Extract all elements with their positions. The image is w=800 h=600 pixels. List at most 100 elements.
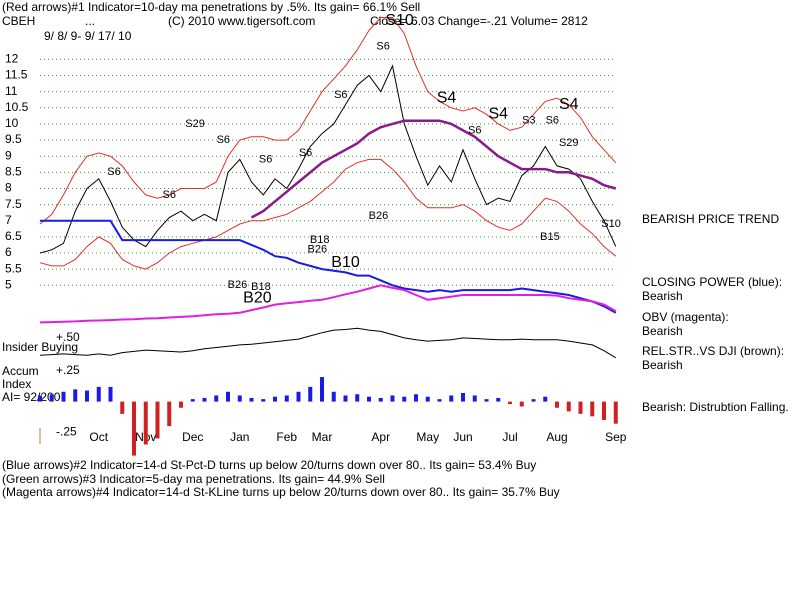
- bar: [496, 397, 501, 402]
- x-tick-label: Apr: [371, 430, 390, 444]
- bar: [214, 395, 219, 402]
- series-line: [39, 64, 617, 254]
- signal-label: S4: [488, 105, 508, 122]
- bar: [367, 396, 371, 402]
- bar: [108, 386, 113, 402]
- bar: [237, 395, 242, 402]
- y-tick-label: 11: [5, 84, 18, 98]
- bar: [155, 401, 160, 439]
- x-tick-label: Dec: [182, 430, 203, 444]
- bar: [132, 401, 136, 456]
- panel-label: Accum: [2, 364, 39, 378]
- series-line: [39, 327, 617, 359]
- panel-label: Insider Buying: [2, 340, 78, 354]
- bar: [296, 391, 301, 402]
- date-range: 9/ 8/ 9- 9/ 17/ 10: [44, 29, 132, 43]
- bar: [284, 395, 289, 402]
- signal-label: B18: [310, 234, 330, 246]
- y-tick-label: 7: [5, 213, 12, 227]
- footer-line: (Blue arrows)#2 Indicator=14-d St-Pct-D …: [2, 458, 536, 472]
- bar: [590, 401, 595, 417]
- bar: [484, 399, 489, 402]
- bar: [414, 394, 418, 402]
- header-line: (C) 2010 www.tigersoft.com: [168, 14, 315, 28]
- bar: [461, 393, 465, 402]
- bar: [472, 395, 477, 402]
- bar: [578, 401, 583, 414]
- signal-label: S3: [522, 115, 535, 127]
- signal-label: S6: [546, 115, 559, 127]
- bar: [96, 386, 101, 402]
- signal-label: S6: [163, 189, 176, 201]
- signal-label: B15: [540, 231, 560, 243]
- x-tick-label: Jan: [230, 430, 249, 444]
- y-tick-label: 9.5: [5, 132, 22, 146]
- x-tick-label: Oct: [89, 430, 108, 444]
- x-tick-label: Aug: [546, 430, 567, 444]
- y-tick-label: 6: [5, 245, 12, 259]
- bar: [519, 401, 524, 407]
- y-tick-label: 11.5: [5, 68, 28, 82]
- signal-label: S4: [559, 96, 579, 113]
- bar: [613, 401, 618, 424]
- signal-label: B26: [369, 210, 389, 222]
- signal-label: S6: [468, 124, 481, 136]
- x-tick-label: Mar: [312, 430, 333, 444]
- bar: [343, 395, 348, 402]
- bar: [566, 401, 571, 412]
- signal-label: S29: [559, 137, 579, 149]
- signal-label: B18: [251, 281, 271, 293]
- bar: [437, 399, 442, 402]
- x-tick-label: May: [416, 430, 439, 444]
- header-line: (Red arrows)#1 Indicator=10-day ma penet…: [2, 0, 420, 14]
- signal-label: B26: [228, 279, 248, 291]
- y-tick-label: 5: [5, 277, 12, 291]
- signal-label: B26: [308, 244, 328, 256]
- side-label: BEARISH PRICE TREND: [642, 212, 779, 226]
- y-tick-label: 10.5: [5, 100, 29, 114]
- y-tick-label: 8: [5, 181, 12, 195]
- signal-label: B20: [243, 289, 272, 306]
- bar: [602, 401, 606, 420]
- y-tick-label: 7.5: [5, 197, 22, 211]
- y-tick-label: -.25: [56, 424, 77, 438]
- y-tick-label: 12: [5, 52, 19, 66]
- signal-label: S29: [185, 118, 205, 130]
- x-tick-label: Jul: [502, 430, 517, 444]
- bar: [449, 395, 454, 402]
- signal-label: S6: [376, 40, 389, 52]
- bar: [143, 401, 148, 445]
- x-tick-label: Feb: [276, 430, 297, 444]
- bar: [226, 391, 230, 402]
- side-label: Bearish: [642, 289, 683, 303]
- signal-label: S10: [385, 12, 414, 29]
- series-line: [39, 158, 617, 270]
- bar: [331, 391, 336, 402]
- bar: [179, 401, 183, 408]
- footer-line: (Green arrows)#3 Indicator=5-day ma pene…: [2, 472, 385, 486]
- bar: [49, 394, 54, 402]
- x-tick-label: Jun: [453, 430, 472, 444]
- bar: [73, 389, 78, 402]
- signal-label: S6: [259, 153, 272, 165]
- header-line: Close= 6.03 Change=-.21 Volume= 2812: [370, 14, 588, 28]
- bar: [355, 394, 360, 402]
- y-tick-label: +.25: [56, 363, 80, 377]
- bar: [390, 395, 395, 402]
- signal-label: S6: [299, 147, 312, 159]
- signal-label: S6: [334, 89, 347, 101]
- y-tick-label: 8.5: [5, 165, 22, 179]
- bar: [531, 399, 536, 402]
- bar: [273, 396, 277, 402]
- y-tick-label: 9: [5, 148, 12, 162]
- side-label: CLOSING POWER (blue):: [642, 275, 782, 289]
- bar: [402, 396, 407, 402]
- bar: [85, 390, 89, 402]
- series-line: [40, 219, 617, 314]
- bar: [61, 391, 66, 402]
- side-label: Bearish: [642, 358, 683, 372]
- bar: [261, 399, 266, 402]
- ticker: CBEH: [2, 14, 35, 28]
